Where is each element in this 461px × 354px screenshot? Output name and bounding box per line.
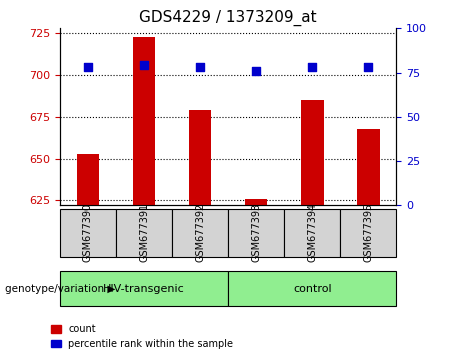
Text: GSM677393: GSM677393 <box>251 203 261 262</box>
Point <box>365 64 372 70</box>
Title: GDS4229 / 1373209_at: GDS4229 / 1373209_at <box>139 9 317 25</box>
Text: GSM677394: GSM677394 <box>307 203 317 262</box>
Point <box>309 64 316 70</box>
Text: genotype/variation ▶: genotype/variation ▶ <box>5 284 115 293</box>
Text: control: control <box>293 284 331 293</box>
Bar <box>245 199 267 205</box>
Point <box>196 64 204 70</box>
Bar <box>77 154 99 205</box>
Text: GSM677392: GSM677392 <box>195 203 205 262</box>
Legend: count, percentile rank within the sample: count, percentile rank within the sample <box>51 324 233 349</box>
Text: GSM677391: GSM677391 <box>139 203 149 262</box>
Point <box>253 68 260 74</box>
Text: GSM677390: GSM677390 <box>83 203 93 262</box>
Text: HIV-transgenic: HIV-transgenic <box>103 284 185 293</box>
Bar <box>301 100 324 205</box>
Point <box>140 63 148 68</box>
Bar <box>133 37 155 205</box>
Point <box>84 64 92 70</box>
Bar <box>189 110 211 205</box>
Text: GSM677395: GSM677395 <box>363 203 373 262</box>
Bar <box>357 129 379 205</box>
